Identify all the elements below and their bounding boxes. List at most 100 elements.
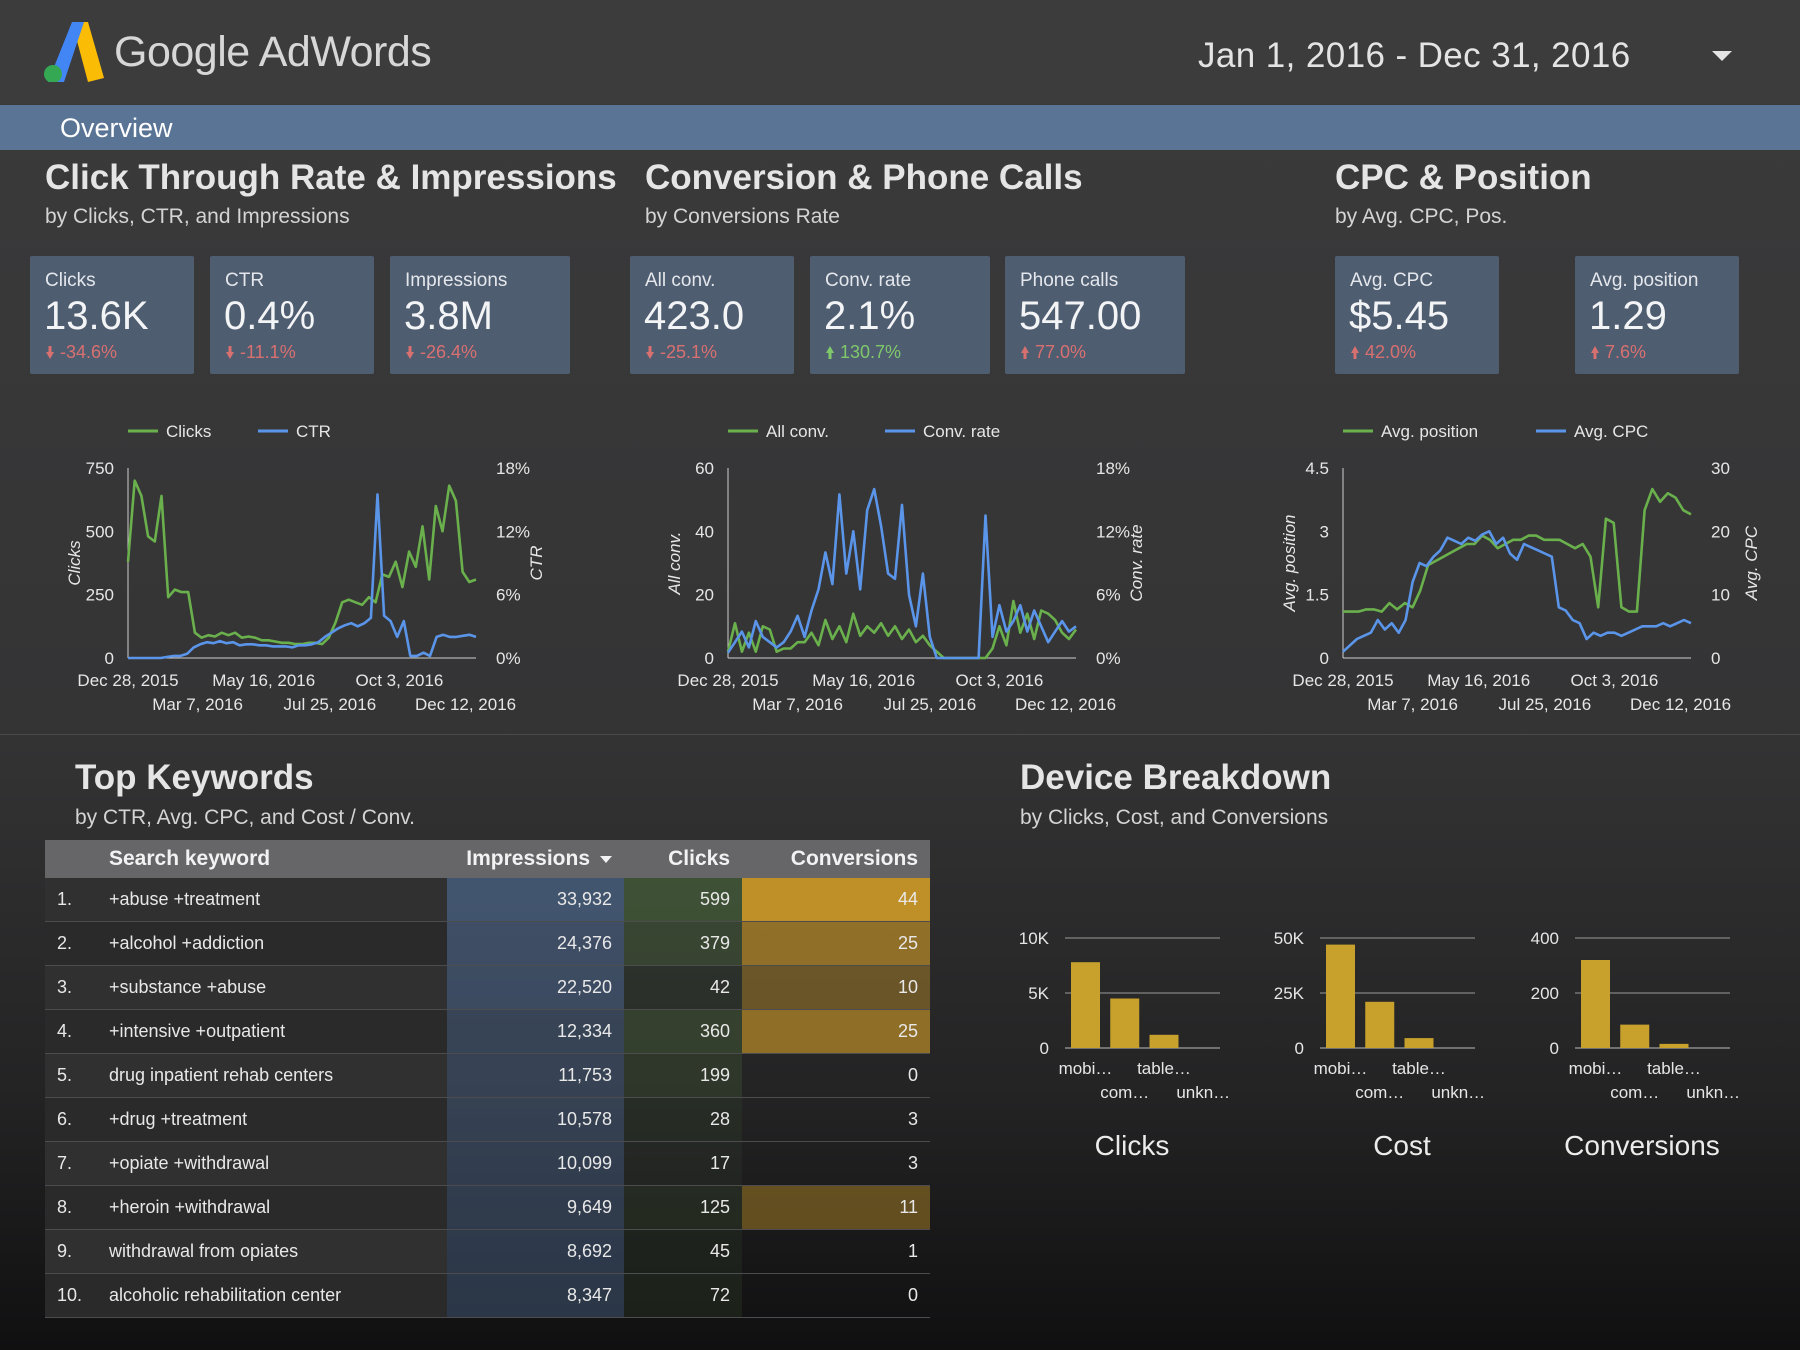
series-line-conv-rate <box>726 487 1077 660</box>
y-axis-title-right: Conv. rate <box>1127 524 1146 601</box>
x-tick-label: com… <box>1100 1083 1149 1102</box>
row-rank: 7. <box>45 1141 97 1186</box>
table-row[interactable]: 8. +heroin +withdrawal 9,649 125 11 <box>45 1185 930 1230</box>
y-tick-label-left: 60 <box>695 459 714 478</box>
y-axis-title-right: Avg. CPC <box>1742 525 1761 601</box>
kpi-card-impressions: Impressions 3.8M -26.4% <box>390 256 570 374</box>
table-row[interactable]: 5. drug inpatient rehab centers 11,753 199 0 <box>45 1053 930 1098</box>
logo-green-dot <box>44 65 62 82</box>
arrow-up-icon <box>1591 346 1599 359</box>
y-tick-label: 5K <box>1028 984 1049 1003</box>
legend-label: All conv. <box>766 422 829 441</box>
kpi-delta-text: -34.6% <box>60 342 118 362</box>
y-tick-label-left: 0 <box>105 649 114 668</box>
kpi-delta-text: -26.4% <box>420 342 478 362</box>
kpi-value: 2.1% <box>824 294 916 338</box>
chevron-down-icon[interactable] <box>1708 42 1736 70</box>
x-tick-label: Mar 7, 2016 <box>152 695 243 714</box>
row-conversions: 44 <box>742 878 930 922</box>
section-divider <box>0 734 1800 735</box>
kpi-value: $5.45 <box>1349 294 1450 338</box>
kpi-delta-text: -25.1% <box>660 342 718 362</box>
row-keyword: +intensive +outpatient <box>97 1009 447 1054</box>
y-axis-title-left: All conv. <box>665 532 684 596</box>
row-clicks: 28 <box>624 1097 742 1142</box>
section-subtitle-keywords: by CTR, Avg. CPC, and Cost / Conv. <box>75 806 416 829</box>
x-tick-label: table… <box>1392 1059 1446 1078</box>
page-title: Overview <box>60 113 173 143</box>
table-row[interactable]: 4. +intensive +outpatient 12,334 360 25 <box>45 1009 930 1054</box>
row-impressions: 33,932 <box>447 878 624 922</box>
device-conversions-chart: 0 200 400 mobi… com… table… unkn… <box>1531 929 1741 1102</box>
kpi-card-phone-calls: Phone calls 547.00 77.0% <box>1005 256 1185 374</box>
logo-yellow-stroke <box>72 22 104 82</box>
device-clicks-chart: 0 5K 10K mobi… com… table… unkn… <box>1019 929 1230 1102</box>
x-tick-label: unkn… <box>1686 1083 1740 1102</box>
rank-column-header <box>45 840 97 878</box>
section-title-ctr: Click Through Rate & Impressions <box>45 158 617 197</box>
adwords-logo-icon <box>44 22 104 82</box>
bar <box>1620 1024 1650 1048</box>
kpi-label: Avg. CPC <box>1350 270 1434 291</box>
row-keyword: withdrawal from opiates <box>97 1229 447 1274</box>
table-row[interactable]: 1. +abuse +treatment 33,932 599 44 <box>45 878 930 922</box>
row-clicks: 379 <box>624 921 742 966</box>
impressions-column-header[interactable]: Impressions <box>447 840 624 878</box>
x-tick-label: Dec 28, 2015 <box>77 671 178 690</box>
series-line-ctr <box>128 493 477 660</box>
row-conversions: 0 <box>742 1273 930 1318</box>
row-clicks: 42 <box>624 965 742 1010</box>
x-tick-label: Oct 3, 2016 <box>955 671 1043 690</box>
y-tick-label-right: 6% <box>496 586 521 605</box>
device-caption-conversions: Conversions <box>1564 1130 1720 1161</box>
row-clicks: 360 <box>624 1009 742 1054</box>
row-keyword: +alcohol +addiction <box>97 921 447 966</box>
y-tick-label: 0 <box>1550 1039 1559 1058</box>
y-tick-label: 10K <box>1019 929 1050 948</box>
row-rank: 1. <box>45 878 97 922</box>
legend-label: Avg. position <box>1381 422 1478 441</box>
arrow-down-icon <box>46 346 54 359</box>
clicks-column-header[interactable]: Clicks <box>624 840 742 878</box>
row-impressions: 9,649 <box>447 1185 624 1230</box>
arrow-down-icon <box>406 346 414 359</box>
table-row[interactable]: 3. +substance +abuse 22,520 42 10 <box>45 965 930 1010</box>
legend-label: Conv. rate <box>923 422 1000 441</box>
kpi-value: 423.0 <box>644 294 745 338</box>
arrow-up-icon <box>826 346 834 359</box>
row-rank: 8. <box>45 1185 97 1230</box>
y-tick-label-right: 0% <box>496 649 521 668</box>
date-range-selector[interactable]: Jan 1, 2016 - Dec 31, 2016 <box>1198 36 1631 75</box>
table-header-row: Search keyword Impressions Clicks Conver… <box>45 840 930 878</box>
series-line-all-conv- <box>726 599 1078 660</box>
conversions-column-header[interactable]: Conversions <box>742 840 930 878</box>
table-row[interactable]: 9. withdrawal from opiates 8,692 45 1 <box>45 1229 930 1274</box>
kpi-card-avg-position: Avg. position 1.29 7.6% <box>1575 256 1739 374</box>
y-tick-label-left: 0 <box>1320 649 1329 668</box>
x-tick-label: com… <box>1610 1083 1659 1102</box>
y-tick-label: 0 <box>1040 1039 1049 1058</box>
row-keyword: +heroin +withdrawal <box>97 1185 447 1230</box>
y-axis-title-left: Avg. position <box>1280 514 1299 612</box>
kpi-label: Impressions <box>405 270 508 291</box>
row-conversions: 1 <box>742 1229 930 1274</box>
x-tick-label: Dec 12, 2016 <box>1015 695 1116 714</box>
kpi-label: CTR <box>225 270 265 291</box>
kpi-delta: 7.6% <box>1591 342 1646 363</box>
row-clicks: 72 <box>624 1273 742 1318</box>
table-row[interactable]: 7. +opiate +withdrawal 10,099 17 3 <box>45 1141 930 1186</box>
arrow-down-icon <box>646 346 654 359</box>
sort-desc-icon[interactable] <box>600 856 612 863</box>
y-tick-label-left: 4.5 <box>1305 459 1329 478</box>
bar <box>1365 1001 1395 1048</box>
table-row[interactable]: 10. alcoholic rehabilitation center 8,347 7… <box>45 1273 930 1318</box>
kpi-label: Phone calls <box>1020 270 1119 291</box>
keyword-column-header[interactable]: Search keyword <box>97 840 447 878</box>
x-tick-label: Mar 7, 2016 <box>752 695 843 714</box>
row-conversions: 25 <box>742 921 930 966</box>
table-row[interactable]: 2. +alcohol +addiction 24,376 379 25 <box>45 921 930 966</box>
x-tick-label: Mar 7, 2016 <box>1367 695 1458 714</box>
y-tick-label-right: 10 <box>1711 586 1730 605</box>
table-row[interactable]: 6. +drug +treatment 10,578 28 3 <box>45 1097 930 1142</box>
row-keyword: +abuse +treatment <box>97 878 447 922</box>
